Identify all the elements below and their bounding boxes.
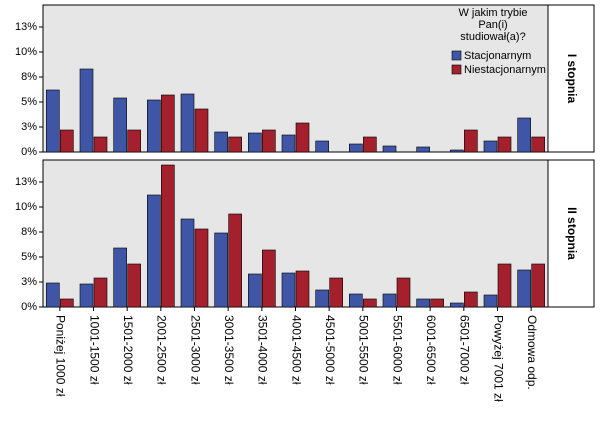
bar [228,213,242,308]
bar [416,298,430,308]
bar [363,136,377,153]
bar [396,277,411,308]
bar [382,145,397,153]
y-tick-label: 10% [15,201,37,213]
bar [483,294,498,308]
panel-label: II stopnia [565,207,579,260]
bar [127,263,141,308]
y-tick-label: 13% [15,176,37,188]
bar [450,302,464,308]
bar [517,117,531,153]
bar [147,99,161,153]
y-tick-label: 0% [21,301,37,313]
bar [281,272,296,308]
y-tick-label: 3% [21,121,37,133]
bar [113,97,127,153]
bar [214,131,228,153]
bar [464,129,478,153]
x-tick-label: 6001-6500 zł [424,315,438,385]
bar [194,228,209,308]
bar [517,269,531,308]
bar [79,283,94,308]
bar [60,129,74,153]
y-tick-label: 0% [21,146,37,158]
bar [464,291,478,308]
x-tick-label: 6501-7000 zł [458,315,472,385]
legend-swatch [451,64,462,75]
bar [93,136,108,153]
bar [46,282,60,308]
x-tick-label: 3501-4000 zł [256,315,270,385]
panel-background [42,4,549,153]
bar [60,298,74,308]
legend-title: W jakim trybie Pan(i) studiował(a)? [458,7,528,43]
panel-strip [547,159,595,308]
bar [113,247,127,308]
legend-label: Stacjonarnym [464,50,531,62]
panel-label: I stopnia [565,54,579,104]
bar [228,136,242,153]
bar [214,232,228,308]
bar [483,140,498,153]
bar [497,263,512,308]
bar [363,298,377,308]
x-tick-label: 5501-6000 zł [390,315,404,385]
x-tick-label: 4001-4500 zł [289,315,303,385]
x-tick-label: 5001-5500 zł [357,315,371,385]
bar [315,140,329,153]
legend-swatch [451,50,462,61]
bar [531,136,545,153]
x-tick-label: 2501-3000 zł [188,315,202,385]
bar [248,132,262,153]
bar [430,298,444,308]
y-tick-label: 5% [21,251,37,263]
bar [531,263,545,308]
bar [161,164,175,308]
x-tick-label: 1001-1500 zł [87,315,101,385]
y-tick-label: 10% [15,46,37,58]
bar [262,249,276,308]
bar [180,218,195,308]
bar [329,277,343,308]
y-tick-label: 8% [21,71,37,83]
bar [497,136,512,153]
bar [450,149,464,153]
x-tick-label: 1501-2000 zł [121,315,135,385]
bar [382,293,397,308]
bar [295,270,310,308]
bar [416,146,430,153]
bar [295,122,310,153]
panel-strip [547,4,595,153]
x-tick-label: Odmowa odp. [525,315,539,390]
bar [281,134,296,153]
bar [161,94,175,153]
x-tick-label: 2001-2500 zł [155,315,169,385]
legend-label: Niestacjonarnym [464,64,546,76]
y-tick-label: 5% [21,96,37,108]
bar [46,89,60,153]
bar [248,273,262,308]
bar [349,293,363,308]
x-tick-label: 3001-3500 zł [222,315,236,385]
bar [93,277,108,308]
y-tick-label: 3% [21,276,37,288]
bar [194,108,209,153]
bar [79,68,94,153]
x-tick-label: Powyżej 7001 zł [491,315,505,402]
bar [180,93,195,153]
bar [147,194,161,308]
bar [349,143,363,153]
panel-background [42,159,549,308]
x-tick-label: 4501-5000 zł [323,315,337,385]
bar [127,129,141,153]
bar [315,289,329,308]
x-tick-label: Poniżej 1000 zł [54,315,68,397]
y-tick-label: 8% [21,226,37,238]
y-tick-label: 13% [15,21,37,33]
bar [262,129,276,153]
